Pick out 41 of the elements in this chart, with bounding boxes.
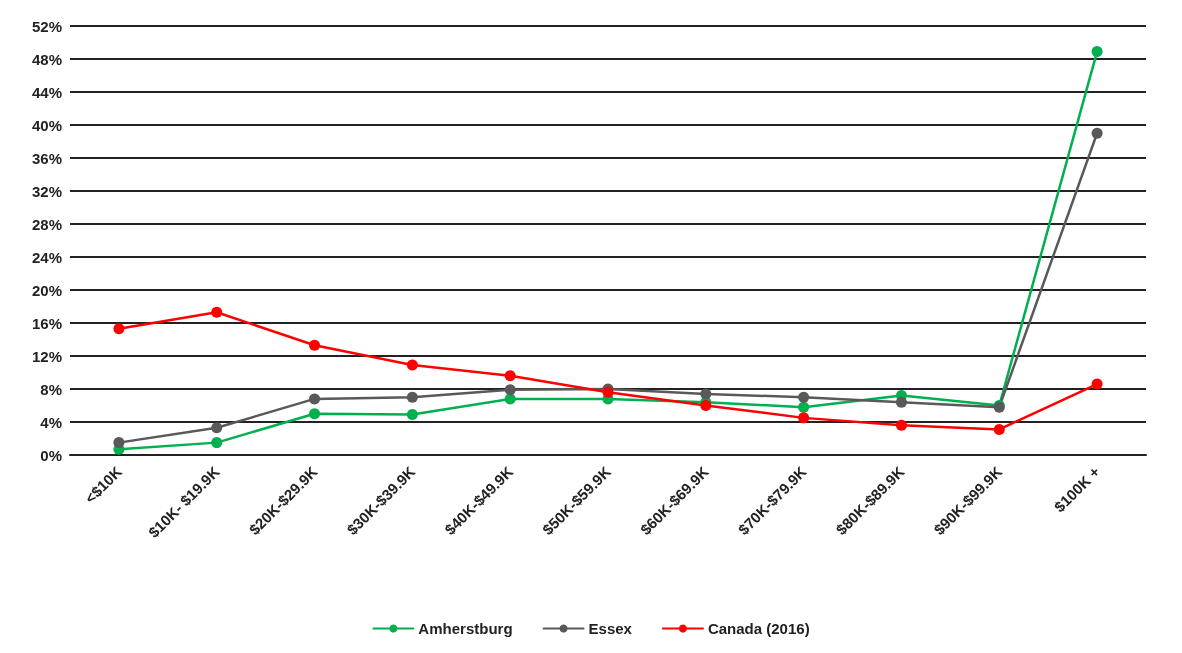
point	[1091, 127, 1103, 139]
point	[1091, 46, 1103, 58]
point	[504, 370, 516, 382]
y-tick-label: 8%	[40, 380, 62, 398]
point	[406, 409, 418, 421]
point	[211, 306, 223, 318]
y-tick-label: 20%	[31, 281, 62, 299]
point	[211, 422, 223, 434]
y-tick-label: 24%	[31, 248, 62, 266]
point	[895, 419, 907, 431]
y-tick-label: 44%	[31, 83, 62, 101]
point	[504, 384, 516, 396]
point	[700, 388, 712, 400]
legend-label: Essex	[588, 620, 633, 637]
point	[113, 437, 125, 449]
y-tick-label: 32%	[31, 182, 62, 200]
point	[798, 401, 810, 413]
y-tick-label: 36%	[31, 149, 62, 167]
point	[798, 391, 810, 403]
point	[895, 396, 907, 408]
y-tick-label: 0%	[40, 446, 62, 464]
point	[406, 391, 418, 403]
point	[406, 359, 418, 371]
point	[700, 400, 712, 411]
point	[211, 437, 223, 449]
y-tick-label: 48%	[31, 50, 62, 68]
point	[798, 412, 810, 424]
point	[309, 408, 321, 420]
y-tick-label: 28%	[31, 215, 62, 233]
legend-label: Amherstburg	[418, 620, 513, 637]
y-tick-label: 12%	[31, 347, 62, 365]
point	[1091, 378, 1103, 390]
point	[309, 339, 321, 351]
y-tick-label: 52%	[31, 17, 62, 35]
y-tick-label: 16%	[31, 314, 62, 332]
y-tick-label: 4%	[40, 413, 62, 431]
point	[309, 393, 321, 405]
point	[113, 323, 125, 335]
point	[993, 423, 1005, 435]
y-tick-label: 40%	[31, 116, 62, 134]
legend-label: Canada (2016)	[707, 620, 810, 637]
